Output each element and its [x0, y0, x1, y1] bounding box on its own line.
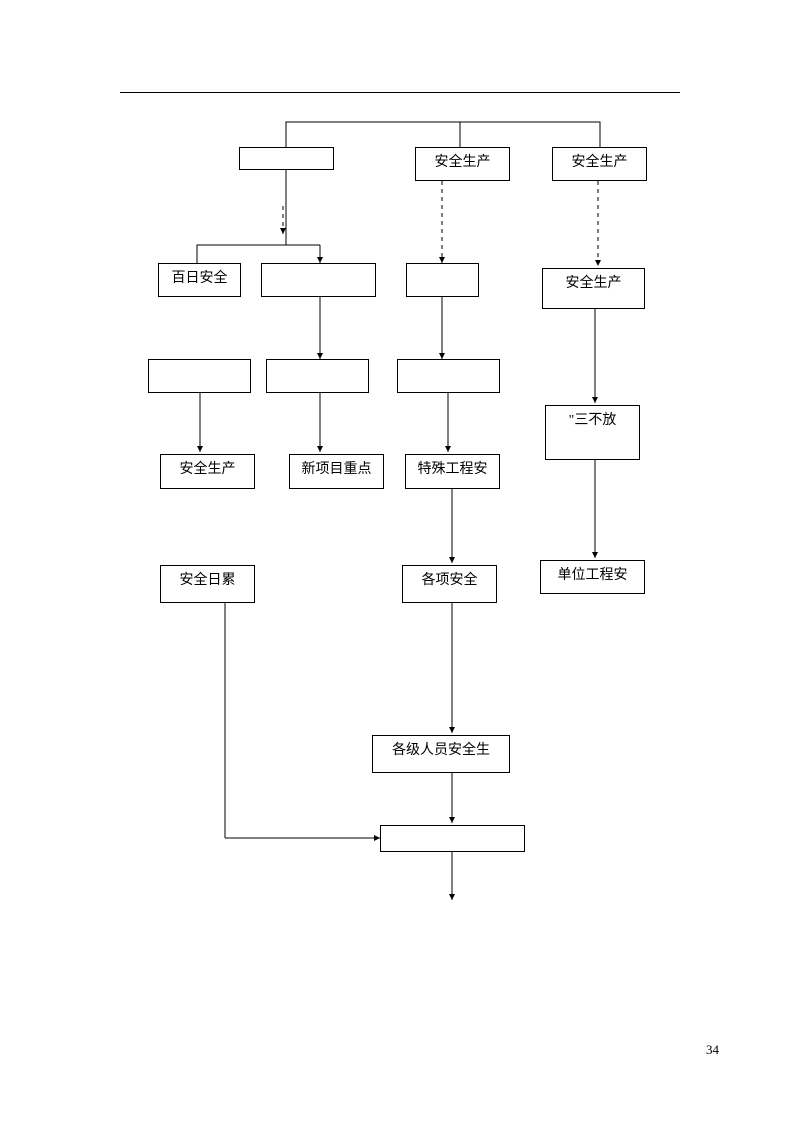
- node-r6: 各级人员安全生: [372, 735, 510, 773]
- node-top-right: 安全生产: [552, 147, 647, 181]
- node-r2-a: 百日安全: [158, 263, 241, 297]
- node-r5-c: 单位工程安: [540, 560, 645, 594]
- node-r3-c: [397, 359, 500, 393]
- label: 安全生产: [435, 151, 491, 171]
- node-top-mid: 安全生产: [415, 147, 510, 181]
- label: 安全生产: [566, 272, 622, 292]
- node-r3-b: [266, 359, 369, 393]
- page: 安全生产 安全生产 百日安全 安全生产 "三不放 安全生产 新项目重点 特殊工程…: [0, 0, 794, 1123]
- label: 特殊工程安: [418, 458, 488, 478]
- label: 安全生产: [572, 151, 628, 171]
- edges-svg: [0, 0, 794, 1123]
- label: 单位工程安: [558, 564, 628, 584]
- node-r3-a: [148, 359, 251, 393]
- label: "三不放: [569, 409, 617, 429]
- page-number: 34: [706, 1042, 719, 1058]
- label: 百日安全: [172, 267, 228, 287]
- node-r2-c: [406, 263, 479, 297]
- top-rule: [120, 92, 680, 93]
- node-r2-b: [261, 263, 376, 297]
- node-r3-sbf: "三不放: [545, 405, 640, 460]
- label: 各项安全: [422, 569, 478, 589]
- node-top-blank: [239, 147, 334, 170]
- node-r2-d: 安全生产: [542, 268, 645, 309]
- node-r5-b: 各项安全: [402, 565, 497, 603]
- label: 安全生产: [180, 458, 236, 478]
- label: 各级人员安全生: [392, 739, 490, 759]
- node-r4-b: 新项目重点: [289, 454, 384, 489]
- label: 安全日累: [180, 569, 236, 589]
- node-r4-c: 特殊工程安: [405, 454, 500, 489]
- label: 新项目重点: [302, 458, 372, 478]
- node-r5-a: 安全日累: [160, 565, 255, 603]
- node-r4-a: 安全生产: [160, 454, 255, 489]
- node-r7: [380, 825, 525, 852]
